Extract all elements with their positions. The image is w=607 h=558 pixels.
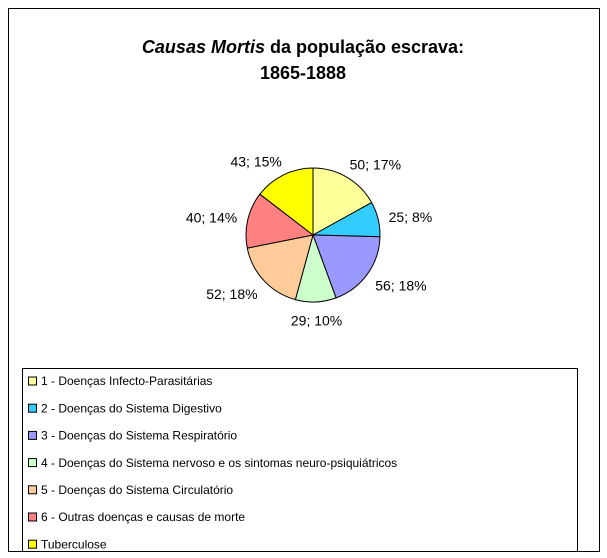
legend-swatch: [28, 512, 37, 522]
pie-slice: [245, 193, 315, 249]
pie-slice: [246, 234, 314, 301]
chart-title-line2: 1865-1888: [260, 63, 346, 83]
chart-title: Causas Mortis da população escrava:: [142, 37, 464, 57]
data-label: 29; 10%: [291, 313, 342, 329]
legend-label: 1 - Doenças Infecto-Parasitárias: [41, 374, 212, 388]
pie-slice: [312, 234, 381, 299]
title-italic: Causas Mortis: [142, 37, 265, 57]
legend-swatch: [28, 539, 37, 549]
legend-label: 4 - Doenças do Sistema nervoso e os sint…: [41, 456, 397, 470]
data-label: 25; 8%: [389, 209, 433, 225]
data-label: 50; 17%: [350, 156, 401, 172]
legend-label: 2 - Doenças do Sistema Digestivo: [41, 401, 222, 415]
legend-swatch: [28, 403, 37, 413]
pie-slice: [312, 167, 373, 236]
legend-swatch: [28, 376, 37, 386]
data-label: 43; 15%: [230, 153, 281, 169]
legend-box: [22, 368, 578, 552]
legend-swatch: [28, 458, 37, 468]
legend-label: 3 - Doenças do Sistema Respiratório: [41, 429, 237, 443]
legend-label: 5 - Doenças do Sistema Circulatório: [41, 483, 233, 497]
title-rest: da população escrava:: [270, 37, 464, 57]
legend-swatch: [28, 485, 37, 495]
data-label: 56; 18%: [375, 278, 426, 294]
legend-swatch: [28, 430, 37, 440]
data-label: 52; 18%: [206, 286, 257, 302]
data-label: 40; 14%: [186, 210, 237, 226]
pie-slice: [259, 167, 314, 237]
legend-label: 6 - Outras doenças e causas de morte: [41, 510, 245, 524]
legend-label: Tuberculose: [41, 537, 107, 551]
